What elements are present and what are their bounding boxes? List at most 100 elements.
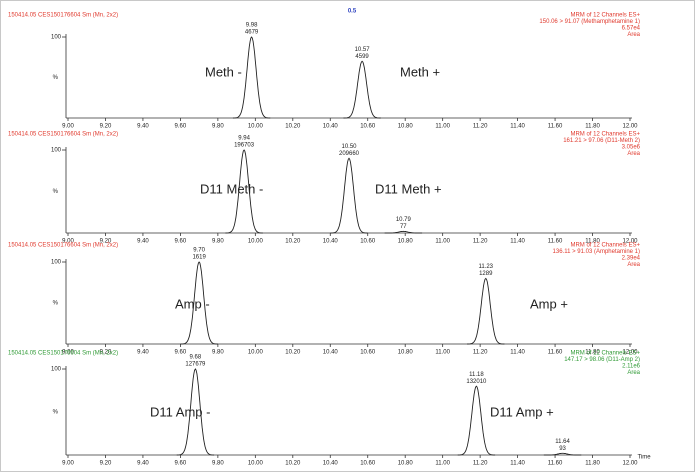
- x-tick-label: 10.80: [398, 350, 414, 356]
- x-tick-label: 10.40: [323, 239, 339, 245]
- panel-header: 150414.05 CES150176604 Sm (Mn, 2x2): [8, 243, 118, 249]
- peak: [176, 368, 215, 456]
- peak-area-label: 209660: [339, 151, 360, 157]
- top-marker: 0.5: [348, 9, 357, 15]
- x-tick-label: 9.80: [212, 124, 224, 130]
- x-tick-label: 11.20: [473, 350, 488, 356]
- x-tick-label: 12.00: [622, 124, 638, 130]
- x-tick-label: 11.60: [548, 461, 563, 467]
- peak: [467, 277, 505, 345]
- peak: [343, 60, 381, 119]
- x-tick-label: 9.00: [62, 350, 74, 356]
- panel-header: 150414.05 CES150176604 Sm (Mn, 2x2): [8, 132, 118, 138]
- x-tick-label: 11.80: [585, 239, 600, 245]
- x-axis-label: Time: [637, 455, 651, 461]
- peak-area-label: 127679: [185, 362, 206, 368]
- channel-info: MRM of 12 Channels ES+: [570, 351, 640, 357]
- peak-time-label: 11.64: [555, 439, 570, 445]
- channel-info: MRM of 12 Channels ES+: [570, 13, 640, 19]
- peak-annotation: D11 Meth +: [375, 181, 442, 196]
- peak-area-label: 196703: [234, 143, 255, 149]
- x-tick-label: 11.80: [585, 461, 600, 467]
- peak-area-label: 4679: [245, 30, 259, 36]
- y-tick-label: 100: [51, 260, 62, 266]
- x-tick-label: 9.40: [137, 239, 149, 245]
- peak-area-label: 77: [400, 224, 407, 230]
- y-tick-label: 100: [51, 148, 62, 154]
- x-tick-label: 10.40: [323, 350, 339, 356]
- x-tick-label: 11.80: [585, 350, 600, 356]
- x-tick-label: 10.00: [248, 350, 264, 356]
- x-tick-label: 10.20: [285, 461, 301, 467]
- x-tick-label: 11.00: [435, 239, 450, 245]
- peak-area-label: 1289: [479, 271, 493, 277]
- x-tick-label: 11.80: [585, 124, 600, 130]
- peak: [384, 230, 423, 234]
- peak-annotation: D11 Amp -: [150, 404, 210, 419]
- peak-area-label: 132010: [466, 379, 487, 385]
- peak-annotation: D11 Amp +: [490, 404, 554, 419]
- x-tick-label: 11.40: [510, 124, 525, 130]
- x-tick-label: 11.40: [510, 239, 525, 245]
- x-tick-label: 11.00: [435, 124, 450, 130]
- x-tick-label: 11.00: [435, 461, 450, 467]
- x-tick-label: 9.20: [100, 350, 112, 356]
- x-tick-label: 9.60: [175, 461, 187, 467]
- y-axis-label: %: [53, 189, 59, 195]
- channel-info: 3.05e6: [622, 145, 641, 151]
- peak-time-label: 10.57: [355, 47, 371, 53]
- channel-info: 2.39e4: [622, 256, 641, 262]
- y-axis-label: %: [53, 75, 59, 81]
- x-tick-label: 9.60: [175, 124, 187, 130]
- x-tick-label: 10.80: [398, 239, 414, 245]
- channel-info: Area: [627, 370, 640, 376]
- panel-header: 150414.05 CES150176604 Sm (Mn, 2x2): [8, 13, 118, 19]
- channel-info: 150.06 > 91.07 (Methamphetamine 1): [539, 19, 640, 25]
- x-tick-label: 9.40: [137, 124, 149, 130]
- channel-info: 6.57e4: [622, 26, 641, 32]
- y-axis-label: %: [53, 410, 59, 416]
- x-tick-label: 10.60: [360, 124, 376, 130]
- peak: [457, 385, 496, 456]
- channel-info: 136.11 > 91.03 (Amphetamine 1): [553, 249, 640, 255]
- peak: [232, 36, 271, 119]
- channel-info: Area: [627, 32, 640, 38]
- peak-time-label: 9.98: [246, 23, 258, 29]
- x-tick-label: 11.20: [473, 124, 488, 130]
- x-tick-label: 12.00: [622, 350, 638, 356]
- peak-time-label: 10.50: [341, 144, 357, 150]
- x-tick-label: 11.60: [548, 350, 563, 356]
- y-tick-label: 100: [51, 367, 62, 373]
- x-tick-label: 11.60: [548, 124, 563, 130]
- channel-info: Area: [627, 262, 640, 268]
- channel-info: 2.11e6: [622, 364, 641, 370]
- x-tick-label: 10.60: [360, 350, 376, 356]
- channel-info: MRM of 12 Channels ES+: [570, 243, 640, 249]
- x-tick-label: 9.60: [175, 350, 187, 356]
- peak: [543, 452, 582, 456]
- x-tick-label: 11.20: [473, 461, 488, 467]
- x-tick-label: 10.40: [323, 461, 339, 467]
- peak-area-label: 4599: [355, 54, 369, 60]
- x-tick-label: 9.00: [62, 124, 74, 130]
- x-tick-label: 10.00: [248, 239, 264, 245]
- x-tick-label: 9.00: [62, 461, 74, 467]
- peak-time-label: 10.79: [396, 217, 412, 223]
- x-tick-label: 10.00: [248, 124, 264, 130]
- x-tick-label: 10.00: [248, 461, 264, 467]
- peak-annotation: Meth -: [205, 64, 242, 79]
- x-tick-label: 12.00: [622, 239, 638, 245]
- peak-area-label: 93: [559, 446, 566, 452]
- peak-time-label: 11.23: [478, 264, 493, 270]
- x-tick-label: 10.40: [323, 124, 339, 130]
- channel-info: Area: [627, 151, 640, 157]
- x-tick-label: 9.20: [100, 239, 112, 245]
- x-tick-label: 9.60: [175, 239, 187, 245]
- peak: [180, 261, 218, 345]
- peak-annotation: Amp -: [175, 296, 210, 311]
- peak-time-label: 9.94: [238, 136, 250, 142]
- y-tick-label: 100: [51, 35, 62, 41]
- peak-annotation: Meth +: [400, 64, 440, 79]
